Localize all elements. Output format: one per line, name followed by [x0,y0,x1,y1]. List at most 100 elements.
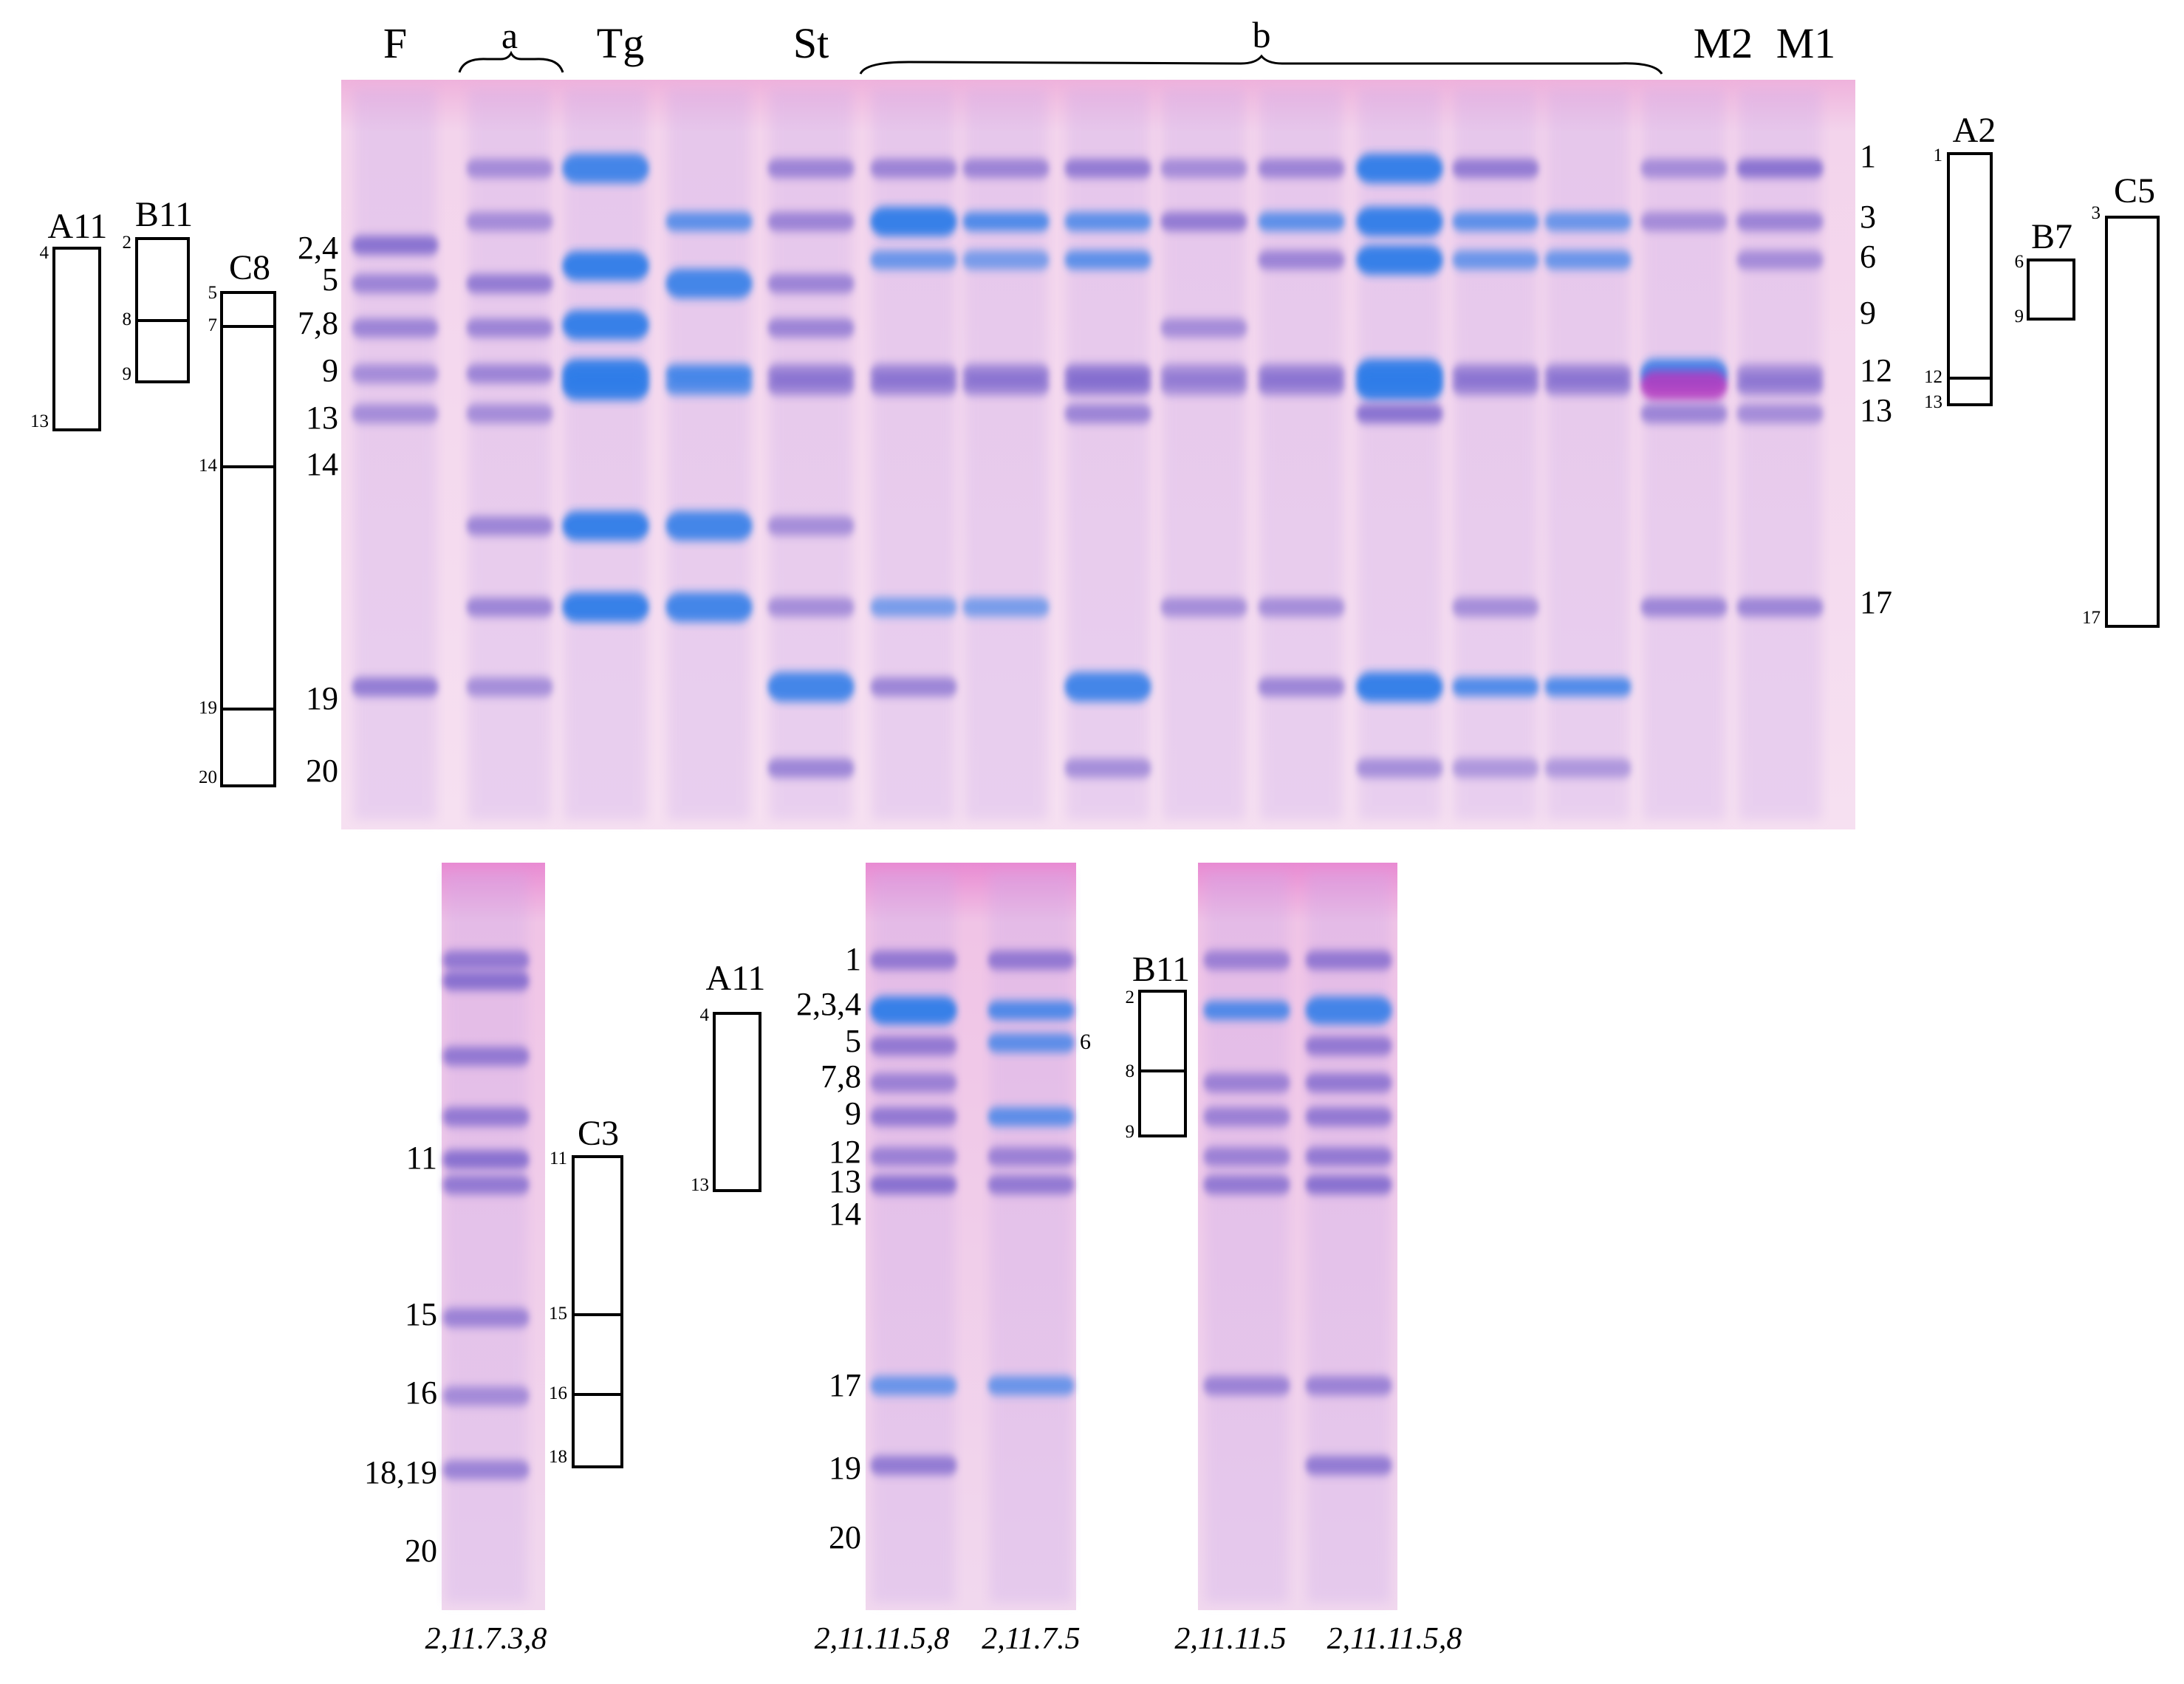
gel-band [665,212,753,231]
gel-band [1736,404,1824,423]
block-b7-top: B7 6 9 [2015,217,2075,326]
gel-lane [1643,89,1725,820]
lane-header-a: a [502,15,518,56]
gel-band [1356,207,1443,236]
gel-band [1203,1001,1290,1020]
lane-caption: 2,11.11.5,8 [1327,1622,1462,1656]
gel-band [962,598,1050,617]
block-box [1138,990,1187,1137]
gel-band [1452,677,1539,696]
gel-lane [1547,89,1629,820]
block-a11-bottom: A11 4 13 [691,959,765,1195]
gel-band [352,677,439,696]
bottom-panel-1-labels: 11 15 16 18,19 20 2,11.7.3,8 [364,1140,547,1656]
gel-lane [965,89,1047,820]
block-mark: 20 [199,767,217,787]
block-name: A11 [48,207,108,246]
block-name: B11 [1132,950,1190,989]
block-name: C3 [578,1114,619,1153]
gel-band [1452,250,1539,270]
gel-band [1305,996,1392,1024]
bottom-panel-2-labels: 1 2,3,4 5 7,8 9 12 13 14 17 19 20 6 2,11… [796,941,1091,1656]
gel-band [442,1047,530,1066]
band-label: 15 [405,1296,437,1332]
gel-band [562,592,649,622]
gel-band [1736,212,1824,231]
band-label-12: 12 [1860,352,1892,389]
bottom-gel-panels [442,863,1397,1610]
gel-band [987,1376,1075,1395]
gel-band [1064,759,1151,778]
band-label: 16 [405,1375,437,1411]
gel-lane [990,872,1072,1603]
gel-band [1544,376,1632,395]
gel-band [562,154,649,183]
block-mark: 9 [2015,307,2024,326]
gel-band [466,598,553,617]
gel-band [466,318,553,338]
block-name: C8 [229,248,270,287]
gel-band [1160,376,1247,395]
gel-band [987,1107,1075,1126]
gel-band [1258,212,1345,231]
gel-band [870,1456,957,1475]
block-mark: 18 [549,1447,567,1467]
gel-band [1452,598,1539,617]
gel-band [1203,1107,1290,1126]
block-name: B11 [135,195,193,234]
block-mark: 5 [208,283,218,303]
block-mark: 14 [199,456,218,476]
band-label: 7,8 [821,1058,861,1095]
gel-band [442,951,530,970]
gel-band [1544,212,1632,231]
block-a11-top: A11 4 13 [30,207,107,431]
band-label: 14 [829,1196,861,1232]
gel-band [870,1107,957,1126]
gel-band [1736,598,1824,617]
gel-band [987,1033,1075,1052]
gel-band [870,1147,957,1166]
gel-band [442,1386,530,1406]
band-label-6-extra: 6 [1080,1030,1091,1054]
gel-band [1064,672,1151,702]
gel-band [1356,371,1443,400]
band-label: 11 [406,1140,437,1176]
gel-band [1736,376,1824,395]
gel-band [665,269,753,298]
gel-lane [1454,89,1537,820]
band-label-1: 1 [1860,138,1876,174]
gel-band [1258,677,1345,696]
block-name: A2 [1953,111,1996,150]
block-mark: 4 [700,1005,710,1025]
gel-band [987,1175,1075,1194]
gel-lane [1260,89,1343,820]
block-mark: 17 [2082,608,2101,628]
band-label: 9 [845,1095,861,1132]
band-label: 20 [829,1519,861,1555]
block-c3-bottom: C3 11 15 16 18 [549,1114,623,1468]
gel-band [665,511,753,541]
gel-lane [468,89,551,820]
gel-band [1258,159,1345,178]
block-box [52,247,101,431]
block-mark: 8 [123,309,132,329]
block-mark: 12 [1924,367,1942,387]
block-mark: 16 [549,1383,567,1403]
band-label: 20 [405,1533,437,1569]
block-b11-top: B11 2 8 9 [123,195,194,384]
gel-band [352,404,439,423]
block-c8-top: C8 5 7 14 19 20 [199,248,276,787]
gel-band [870,1376,957,1395]
gel-band [562,310,649,340]
gel-band [767,274,855,293]
band-label: 18,19 [364,1454,437,1490]
gel-band [962,212,1050,231]
band-label: 2,3,4 [796,986,861,1022]
bottom-panel-3-lanes [1203,872,1392,1603]
gel-lane [1163,89,1245,820]
block-b11-bottom: B11 2 8 9 [1126,950,1191,1142]
gel-band [1356,672,1443,702]
band-label: 17 [829,1367,861,1403]
band-label-14: 14 [306,446,338,482]
gel-band [1544,759,1632,778]
